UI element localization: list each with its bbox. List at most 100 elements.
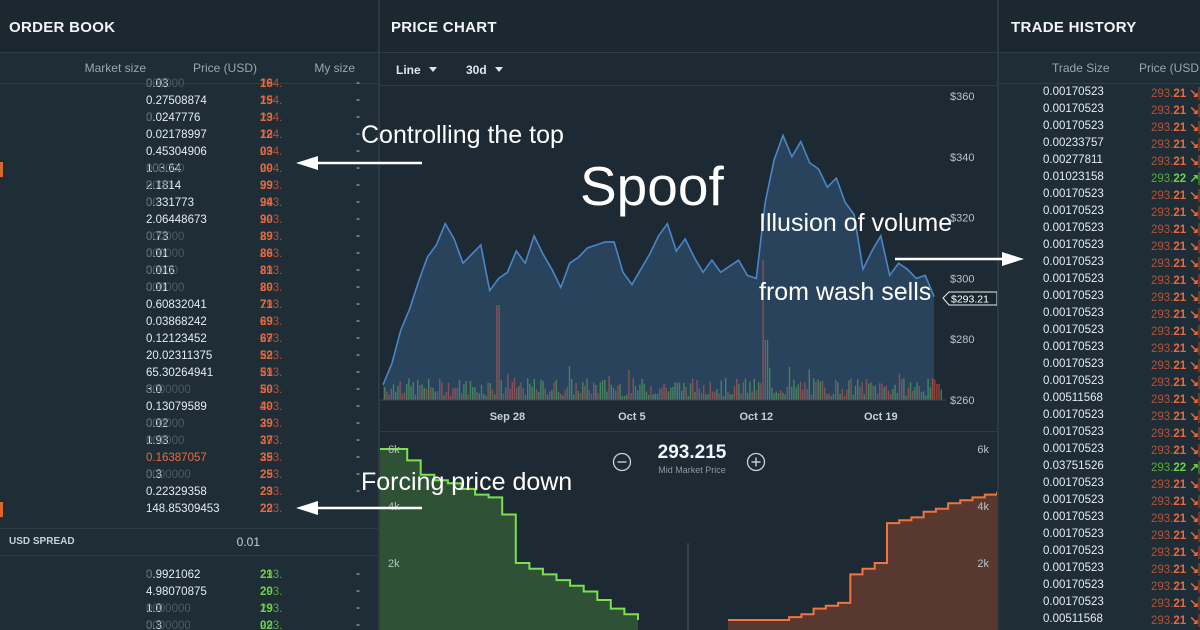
ask-row[interactable]: 0.45304906 294. 03 - [0,144,378,161]
trade-row[interactable]: 0.00511568 293.21 ↘ [999,612,1200,629]
trade-row[interactable]: 0.00170523 293.21 ↘ [999,204,1200,221]
market-size-header[interactable]: Market size [84,61,146,75]
ask-row[interactable]: 0.02 000000 293. 39 - [0,416,378,433]
ask-row[interactable]: 103.64 000000 294. 00 - [0,161,378,178]
spread-value: 0.01 [236,535,260,549]
ask-row[interactable]: 0.03868242 293. 69 - [0,314,378,331]
bid-row[interactable]: 4.98070875 293. 20 - [0,584,378,601]
volume-bar [755,390,758,400]
trade-row[interactable]: 0.01023158 293.22 ↗ [999,170,1200,187]
trade-row[interactable]: 0.00170523 293.21 ↘ [999,425,1200,442]
price-dec: 90 [260,214,273,226]
volume-bar [582,381,584,400]
trade-row[interactable]: 0.00170523 293.21 ↘ [999,544,1200,561]
volume-bar [476,391,478,400]
price-int: 293. [260,282,283,294]
ask-row[interactable]: 0.3 0000000 293. 25 - [0,467,378,484]
volume-bar [670,387,672,400]
ask-row[interactable]: 0.01 000000 293. 86 - [0,246,378,263]
depth-chart[interactable]: 6k 4k 2k 6k 4k 2k [380,431,997,630]
trade-row[interactable]: 0.00170523 293.21 ↘ [999,510,1200,527]
trade-row[interactable]: 0.00170523 293.21 ↘ [999,289,1200,306]
trade-size-header[interactable]: Trade Size [1052,61,1110,75]
ask-row[interactable]: 65.30264941 293. 51 - [0,365,378,382]
ask-row[interactable]: 20.02311375 293. 52 - [0,348,378,365]
chart-type-dropdown[interactable]: Line [396,63,437,77]
ask-row[interactable]: 0.12123452 293. 67 - [0,331,378,348]
ask-row[interactable]: 1.93 000000 293. 37 - [0,433,378,450]
trade-row[interactable]: 0.00233757 293.21 ↘ [999,136,1200,153]
trade-row[interactable]: 0.00170523 293.21 ↘ [999,221,1200,238]
arrow-down-right-icon: ↘ [1189,360,1200,372]
ask-row[interactable]: 0.03 000000 294. 16 - [0,76,378,93]
zoom-out-button[interactable] [612,452,632,472]
trade-row[interactable]: 0.00511568 293.21 ↘ [999,391,1200,408]
trade-row[interactable]: 0.00170523 293.21 ↘ [999,119,1200,136]
ask-row[interactable]: 0.27508874 294. 15 - [0,93,378,110]
ask-row[interactable]: 0.16387057 293. 35 - [0,450,378,467]
ask-row[interactable]: 0.13079589 293. 40 - [0,399,378,416]
volume-bar [604,380,606,400]
trade-row[interactable]: 0.00170523 293.21 ↘ [999,561,1200,578]
ask-row[interactable]: 0.016 00000 293. 81 - [0,263,378,280]
trade-row[interactable]: 0.00170523 293.21 ↘ [999,255,1200,272]
trade-size: 0.00170523 [1043,443,1104,455]
price-line-chart[interactable]: $360 $340 $320 $300 $280 $260 Sep 28 Oct 5 Oct … [380,86,997,431]
trade-row[interactable]: 0.00170523 293.21 ↘ [999,374,1200,391]
trade-row[interactable]: 0.00170523 293.21 ↘ [999,442,1200,459]
ask-row[interactable]: 0.60832041 293. 71 - [0,297,378,314]
volume-bar [674,382,676,400]
my-size-header[interactable]: My size [314,61,355,75]
trade-row[interactable]: 0.00170523 293.21 ↘ [999,527,1200,544]
volume-bar [753,378,755,400]
trade-row[interactable]: 0.00170523 293.21 ↘ [999,357,1200,374]
trade-price-dec: 21 [1173,241,1187,253]
trade-row[interactable]: 0.00277811 293.21 ↘ [999,153,1200,170]
ask-row[interactable]: 2.1814 0000 293. 99 - [0,178,378,195]
arrow-down-right-icon: ↘ [1189,513,1200,525]
ask-row[interactable]: 0.22329358 293. 23 - [0,484,378,501]
ask-row[interactable]: 148.85309453 293. 22 - [0,501,378,518]
volume-bar [588,390,590,400]
trade-size: 0.00170523 [1043,120,1104,132]
bid-row[interactable]: 0.9921062 0 293. 21 - [0,567,378,584]
volume-bar [395,391,397,400]
volume-bar [467,394,469,400]
ask-row[interactable]: 0.73 000000 293. 89 - [0,229,378,246]
arrow-down-right-icon: ↘ [1189,241,1200,253]
trade-row[interactable]: 0.00170523 293.21 ↘ [999,323,1200,340]
ask-row[interactable]: 0.0247776 0 294. 13 - [0,110,378,127]
trade-row[interactable]: 0.00170523 293.21 ↘ [999,340,1200,357]
trade-row[interactable]: 0.00170523 293.21 ↘ [999,85,1200,102]
trade-row[interactable]: 0.00170523 293.21 ↘ [999,102,1200,119]
range-dropdown[interactable]: 30d [466,63,503,77]
trade-price-int: 293. [1151,105,1174,117]
trade-row[interactable]: 0.00170523 293.21 ↘ [999,187,1200,204]
my-size: - [356,315,360,327]
volume-bar [764,340,766,400]
ask-row[interactable]: 0.01 000000 293. 80 - [0,280,378,297]
bid-row[interactable]: 1.0 0000000 293. 19 - [0,601,378,618]
bid-row[interactable]: 0.3 0000000 293. 02 - [0,618,378,630]
volume-bar [689,383,692,400]
price-header[interactable]: Price (USD) [192,61,257,75]
trade-row[interactable]: 0.03751526 293.22 ↗ [999,459,1200,476]
trade-row[interactable]: 0.00170523 293.21 ↘ [999,272,1200,289]
trade-price-header[interactable]: Price (USD [1139,61,1200,75]
ask-row[interactable]: 0.331773 00 293. 94 - [0,195,378,212]
trade-row[interactable]: 0.00170523 293.21 ↘ [999,578,1200,595]
size-value: 0.45304906 [146,146,207,158]
trade-row[interactable]: 0.00170523 293.21 ↘ [999,306,1200,323]
trade-row[interactable]: 0.00170523 293.21 ↘ [999,493,1200,510]
trade-row[interactable]: 0.00170523 293.21 ↘ [999,408,1200,425]
trade-row[interactable]: 0.00170523 293.21 ↘ [999,595,1200,612]
trade-row[interactable]: 0.00170523 293.21 ↘ [999,476,1200,493]
volume-bar [566,387,568,400]
ask-row[interactable]: 2.06448673 293. 90 - [0,212,378,229]
trade-row[interactable]: 0.00170523 293.21 ↘ [999,238,1200,255]
trade-size: 0.00170523 [1043,528,1104,540]
size-padding: 000000 [146,282,185,294]
ask-row[interactable]: 3.0 0000000 293. 50 - [0,382,378,399]
ask-row[interactable]: 0.02178997 294. 12 - [0,127,378,144]
zoom-in-button[interactable] [746,452,766,472]
